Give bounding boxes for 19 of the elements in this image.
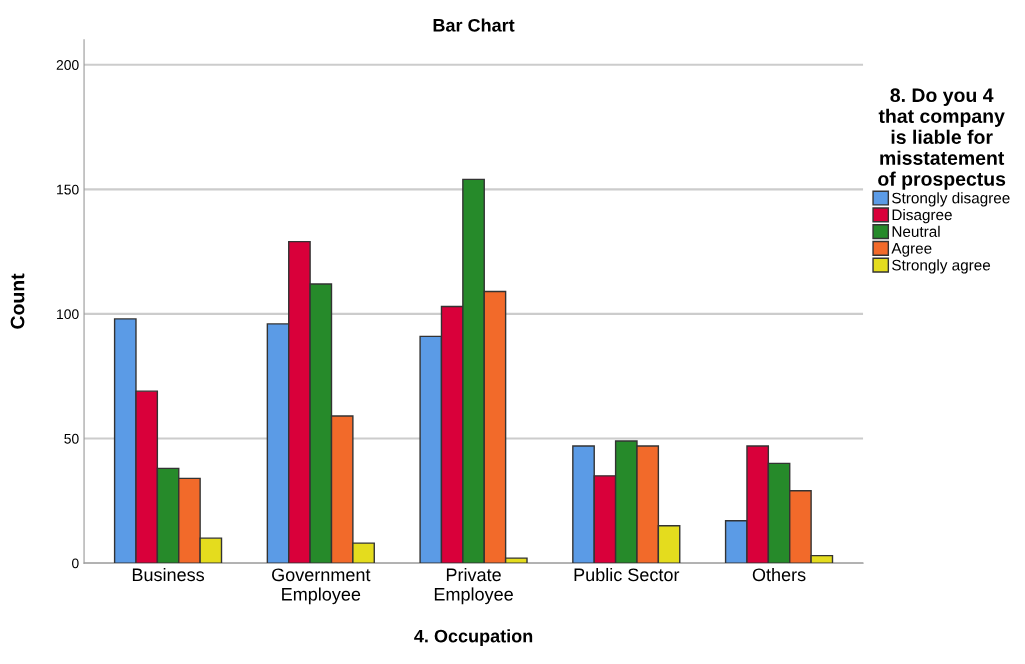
y-tick-label: 200 (56, 60, 79, 70)
x-tick-label: Private Employee (434, 567, 513, 605)
legend-label: Agree (891, 243, 932, 257)
x-tick-label: Public Sector (574, 567, 680, 582)
y-tick-label: 50 (64, 433, 79, 444)
legend-title: 8. Do you 4 that company is liable for misstatement of prospectus (878, 88, 1006, 190)
y-tick-label: 0 (72, 558, 79, 569)
legend-label: Disagree (892, 209, 952, 224)
y-tick-label: 100 (57, 309, 79, 320)
x-tick-label: Government Employee (272, 568, 371, 605)
x-tick-label: Others (752, 567, 806, 582)
legend-label: Strongly agree (892, 259, 991, 274)
y-axis-title: Count (10, 273, 25, 329)
x-tick-label: Business (132, 567, 205, 582)
y-tick-label: 150 (57, 184, 79, 195)
x-axis-title: 4. Occupation (414, 629, 533, 647)
chart-title: Bar Chart (433, 18, 515, 32)
legend-label: Neutral (892, 225, 940, 237)
legend-label: Strongly disagree (892, 192, 1010, 207)
